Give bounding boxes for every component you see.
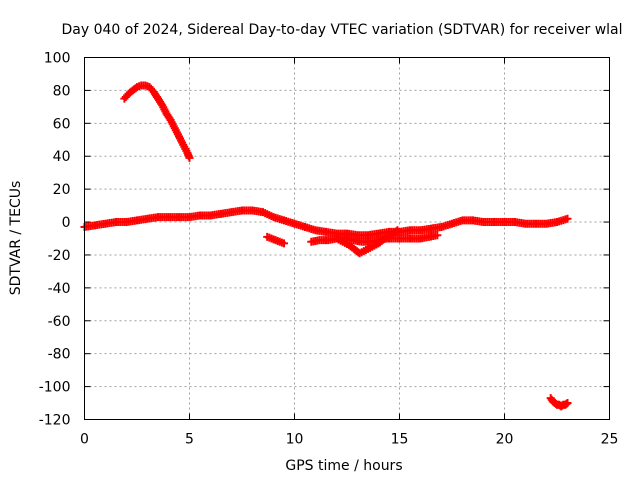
chart-title: Day 040 of 2024, Sidereal Day-to-day VTE…	[61, 22, 622, 38]
data-point	[433, 231, 442, 240]
x-tick-label: 20	[496, 432, 514, 448]
y-tick-label: 20	[53, 182, 71, 198]
y-tick-label: 100	[44, 51, 71, 67]
y-tick-label: 0	[62, 215, 71, 231]
data-point-interp	[391, 227, 400, 236]
y-tick-label: -20	[48, 248, 71, 264]
x-axis-title: GPS time / hours	[285, 458, 402, 474]
data-point	[185, 153, 194, 162]
x-tick-label: 10	[286, 432, 304, 448]
x-tick-label: 5	[185, 432, 194, 448]
y-tick-label: 60	[53, 116, 71, 132]
y-axis-ticks: 100 80 60 40 20 0 -20 -40 -60 -80 -100 -120	[39, 51, 610, 429]
y-tick-label: -80	[48, 347, 71, 363]
data-point	[563, 399, 572, 408]
data-point	[563, 214, 572, 223]
series-main-band	[80, 206, 572, 240]
y-tick-label: -40	[48, 281, 71, 297]
series-short-segment	[263, 232, 288, 248]
y-tick-label: -100	[39, 380, 71, 396]
plot-frame	[84, 57, 610, 420]
data-point	[280, 239, 288, 248]
data-points	[80, 81, 572, 411]
y-tick-label: 80	[53, 83, 71, 99]
y-tick-label: 40	[53, 149, 71, 165]
y-tick-label: -120	[39, 413, 71, 429]
x-axis-ticks: 0 5 10 15 20 25	[80, 57, 619, 448]
x-tick-label: 15	[391, 432, 409, 448]
data-point	[393, 226, 402, 235]
series-arc-high	[120, 81, 194, 162]
y-axis-title: SDTVAR / TECUs	[8, 181, 24, 296]
series-arc-low	[546, 394, 572, 411]
x-tick-label: 25	[601, 432, 619, 448]
y-tick-label: -60	[48, 314, 71, 330]
x-tick-label: 0	[80, 432, 89, 448]
series-dip	[332, 226, 402, 258]
